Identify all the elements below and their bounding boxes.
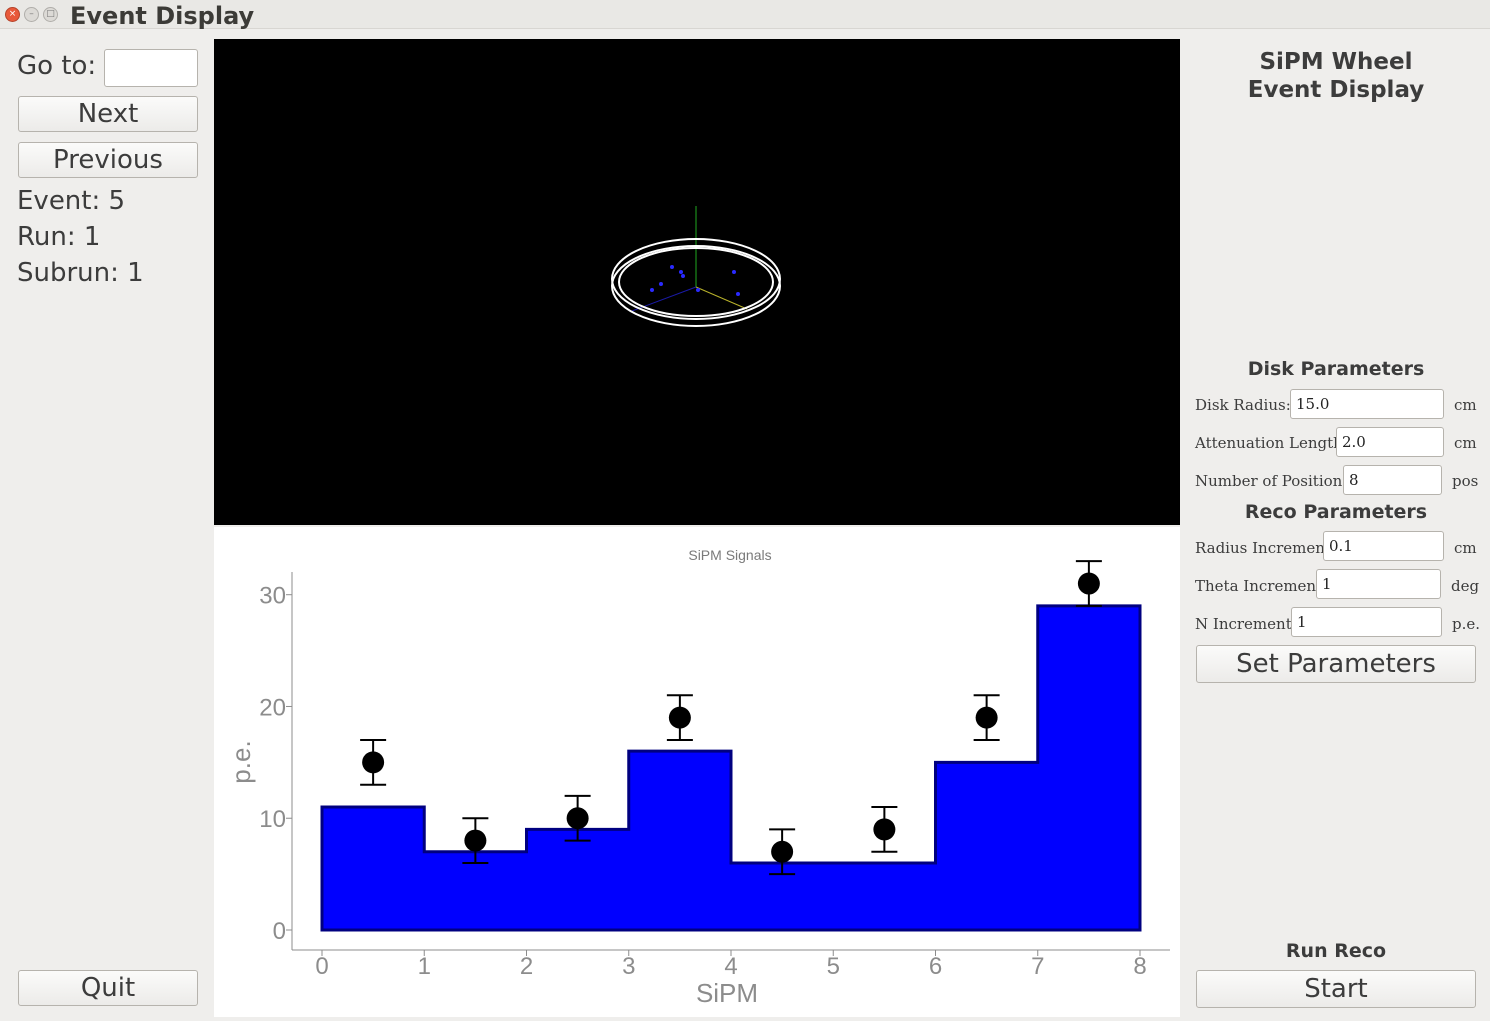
app-title-line1: SiPM Wheel xyxy=(1259,49,1413,75)
app-title-line2: Event Display xyxy=(1247,77,1425,103)
subrun-number: Subrun: 1 xyxy=(17,258,144,288)
hit-point xyxy=(670,265,674,269)
n-increment-label: N Increment: xyxy=(1195,615,1297,633)
attenuation-length-label: Attenuation Length: xyxy=(1195,434,1348,452)
disk-inner-ring xyxy=(618,247,774,317)
disk-radius-input[interactable] xyxy=(1290,389,1444,419)
y-axis xyxy=(631,286,697,312)
3d-event-viewer[interactable] xyxy=(214,39,1180,525)
n-increment-unit: p.e. xyxy=(1452,615,1481,633)
maximize-icon[interactable]: □ xyxy=(43,7,58,22)
window-title: Event Display xyxy=(70,2,255,30)
goto-input[interactable] xyxy=(104,49,198,87)
number-of-positions-input[interactable] xyxy=(1343,465,1442,495)
run-number: Run: 1 xyxy=(17,222,101,252)
hit-point xyxy=(679,270,683,274)
hit-points xyxy=(650,265,740,296)
data-point xyxy=(668,706,691,729)
hit-point xyxy=(732,270,736,274)
theta-increment-unit: deg xyxy=(1451,577,1480,595)
radius-increment-label: Radius Increment: xyxy=(1195,539,1336,557)
data-point xyxy=(464,829,487,852)
theta-increment-input[interactable] xyxy=(1316,569,1441,599)
sipm-signals-plot: SiPM Signals 0 1 2 3 4 5 6 7 8 0 10 20 30 SiPM p.e. xyxy=(214,527,1180,1017)
x-tick-label: 8 xyxy=(1133,953,1146,980)
reco-parameters-heading: Reco Parameters xyxy=(1244,501,1428,523)
close-icon[interactable]: × xyxy=(5,7,20,22)
n-increment-input[interactable] xyxy=(1291,607,1442,637)
x-tick-label: 0 xyxy=(315,953,328,980)
previous-button[interactable]: Previous xyxy=(18,142,198,178)
disk-3d-view xyxy=(611,206,781,327)
radius-increment-input[interactable] xyxy=(1323,531,1444,561)
x-tick-label: 7 xyxy=(1031,953,1044,980)
x-tick-label: 3 xyxy=(622,953,635,980)
x-tick-label: 6 xyxy=(929,953,942,980)
y-tick-label: 10 xyxy=(259,806,286,833)
data-point xyxy=(1077,572,1100,595)
disk-top-ring xyxy=(611,238,781,320)
y-tick-label: 30 xyxy=(259,583,286,610)
run-reco-heading: Run Reco xyxy=(1285,940,1387,962)
data-point xyxy=(566,807,589,830)
x-tick-label: 2 xyxy=(520,953,533,980)
event-number: Event: 5 xyxy=(17,186,126,216)
attenuation-length-input[interactable] xyxy=(1336,427,1444,457)
histogram-series xyxy=(320,604,1142,932)
hit-point xyxy=(736,292,740,296)
data-point xyxy=(771,840,794,863)
axis-ticks: 0 1 2 3 4 5 6 7 8 0 10 20 30 xyxy=(259,583,1146,980)
goto-label: Go to: xyxy=(17,51,97,81)
data-point xyxy=(362,751,385,774)
x-axis-label: SiPM xyxy=(696,978,758,1008)
hit-point xyxy=(681,274,685,278)
quit-button[interactable]: Quit xyxy=(18,970,198,1006)
disk-parameters-heading: Disk Parameters xyxy=(1247,358,1425,380)
theta-increment-label: Theta Increment: xyxy=(1195,577,1328,595)
disk-radius-label: Disk Radius: xyxy=(1195,396,1291,414)
chart-title: SiPM Signals xyxy=(688,547,771,563)
chart-svg: SiPM Signals 0 1 2 3 4 5 6 7 8 0 10 20 30 SiPM p.e. xyxy=(226,547,1170,1008)
attenuation-length-unit: cm xyxy=(1454,434,1477,452)
disk-radius-unit: cm xyxy=(1454,396,1477,414)
start-button[interactable]: Start xyxy=(1196,970,1476,1008)
number-of-positions-unit: pos xyxy=(1452,472,1479,490)
hit-point xyxy=(659,282,663,286)
x-axis xyxy=(695,286,748,310)
hit-point xyxy=(696,288,700,292)
radius-increment-unit: cm xyxy=(1454,539,1477,557)
set-parameters-button[interactable]: Set Parameters xyxy=(1196,645,1476,683)
data-points xyxy=(360,560,1102,876)
disk-bottom-ring xyxy=(611,245,781,327)
window-titlebar: × – □ Event Display xyxy=(0,0,1490,30)
data-point xyxy=(873,818,896,841)
x-tick-label: 5 xyxy=(827,953,840,980)
y-axis-label: p.e. xyxy=(226,740,256,783)
x-tick-label: 1 xyxy=(418,953,431,980)
hit-point xyxy=(650,288,654,292)
next-button[interactable]: Next xyxy=(18,96,198,132)
y-tick-label: 20 xyxy=(259,694,286,721)
data-point xyxy=(975,706,998,729)
number-of-positions-label: Number of Positions: xyxy=(1195,472,1356,490)
x-tick-label: 4 xyxy=(724,953,737,980)
minimize-icon[interactable]: – xyxy=(24,7,39,22)
y-tick-label: 0 xyxy=(273,918,286,945)
